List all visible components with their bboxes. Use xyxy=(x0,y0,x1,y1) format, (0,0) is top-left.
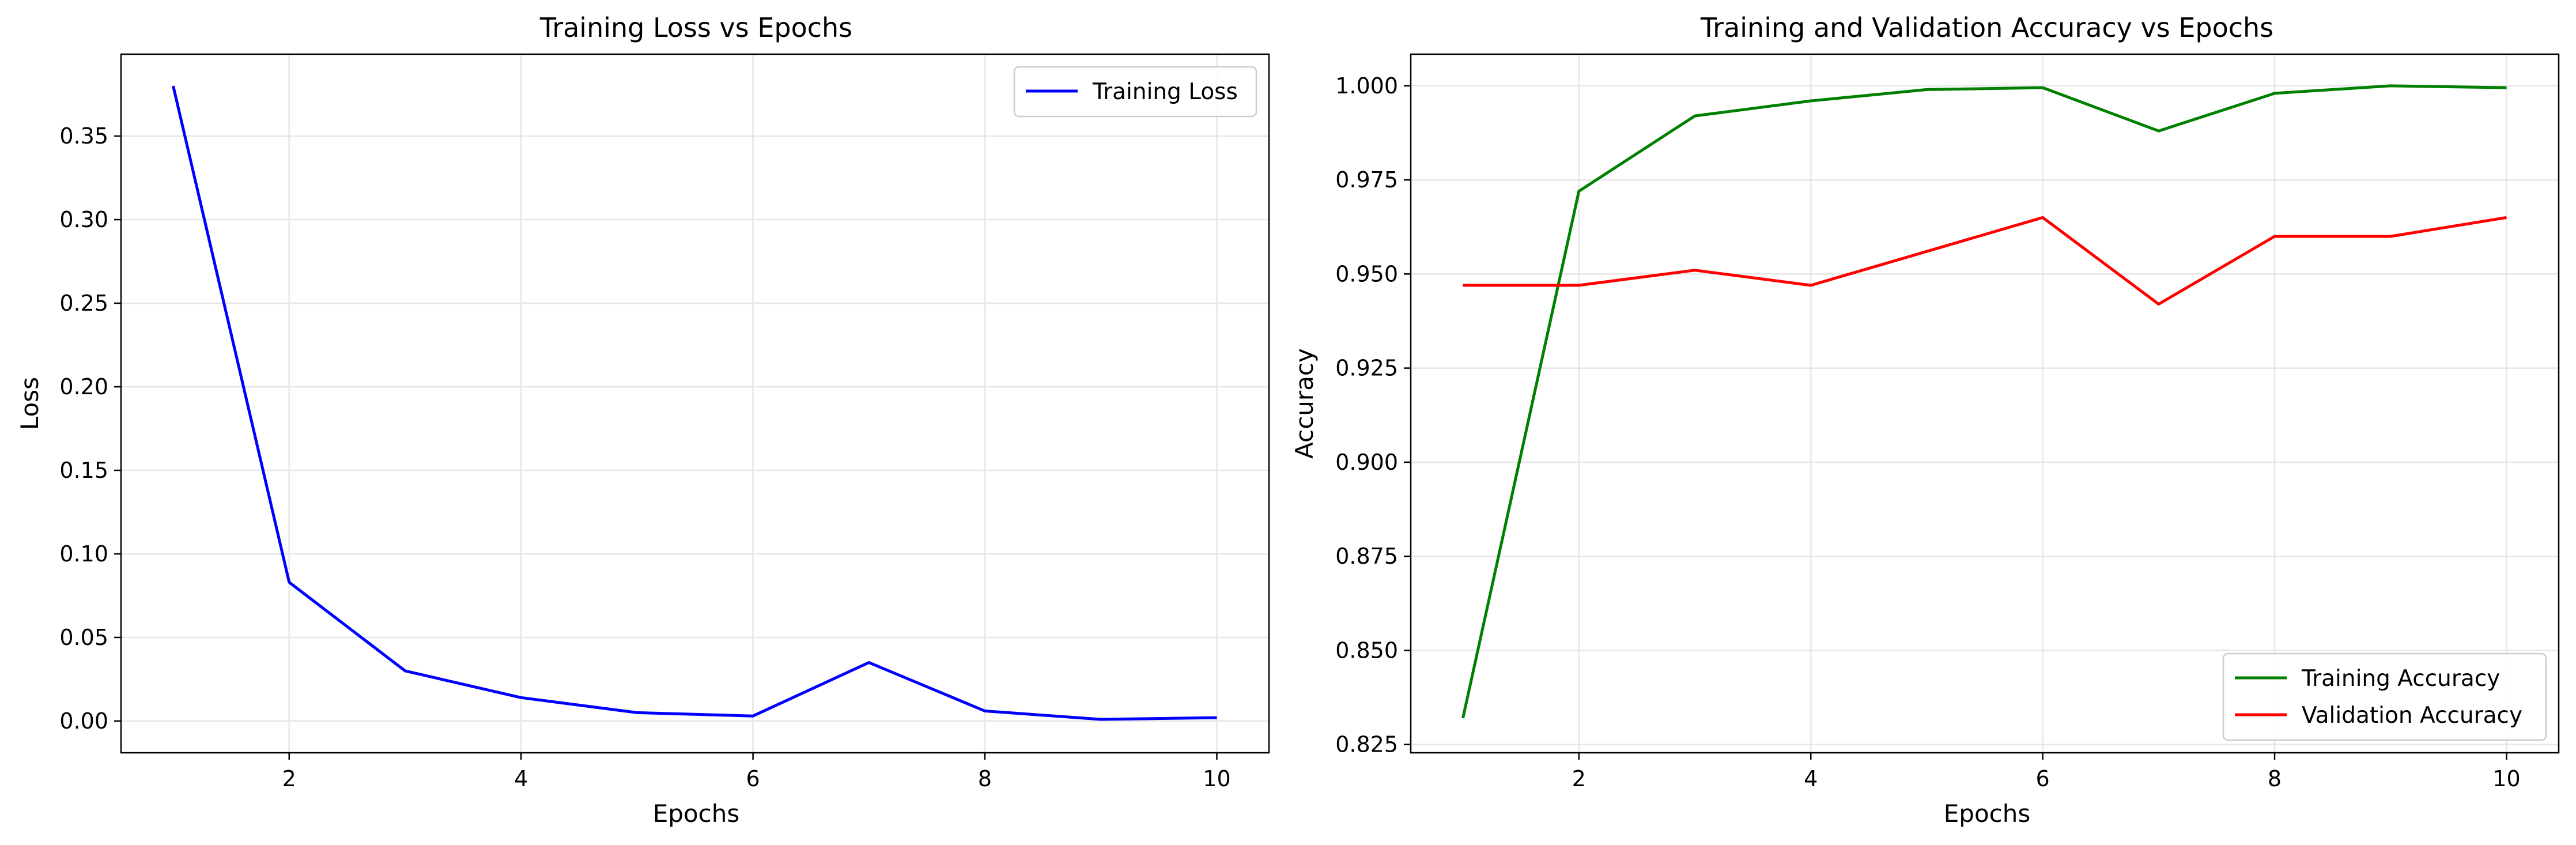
x-tick-label: 8 xyxy=(2268,766,2282,791)
plot-frame xyxy=(120,53,1270,754)
y-tick-label: 0.20 xyxy=(59,374,108,399)
chart-title: Training and Validation Accuracy vs Epoc… xyxy=(1700,12,2273,43)
y-tick-label: 0.15 xyxy=(59,458,108,483)
y-tick-label: 0.35 xyxy=(59,123,108,149)
y-tick-label: 0.25 xyxy=(59,291,108,316)
grid xyxy=(121,54,1269,753)
y-axis-label: Accuracy xyxy=(1290,348,1319,459)
x-tick-label: 4 xyxy=(1804,766,1818,791)
loss-chart: Training Loss vs Epochs Epochs Loss 2 4 6 8… xyxy=(16,12,1270,828)
y-tick-label: 0.875 xyxy=(1335,544,1398,569)
series-line xyxy=(1461,84,2507,719)
legend-label: Training Loss xyxy=(1092,79,1238,105)
x-tick-label: 6 xyxy=(746,766,760,791)
legend-label: Training Accuracy xyxy=(2301,666,2500,692)
x-tick-label: 6 xyxy=(2036,766,2050,791)
plot-frame xyxy=(1410,53,2560,754)
y-tick-label: 0.925 xyxy=(1335,356,1398,381)
y-tick-label: 0.975 xyxy=(1335,167,1398,193)
legend: Training Loss xyxy=(1013,66,1257,118)
y-tick-label: 0.900 xyxy=(1335,450,1398,475)
y-tick-label: 1.000 xyxy=(1335,73,1398,99)
y-tick-label: 0.00 xyxy=(59,708,108,734)
series-line xyxy=(172,85,1217,721)
x-tick-label: 10 xyxy=(2492,766,2520,791)
grid xyxy=(1411,54,2559,753)
y-tick-label: 0.825 xyxy=(1335,732,1398,757)
chart-title: Training Loss vs Epochs xyxy=(539,12,852,43)
legend: Training Accuracy Validation Accuracy xyxy=(2222,652,2547,741)
x-tick-label: 2 xyxy=(1572,766,1586,791)
series-line xyxy=(1463,216,2507,306)
y-tick-label: 0.850 xyxy=(1335,637,1398,663)
x-tick-label: 2 xyxy=(282,766,296,791)
legend-label: Validation Accuracy xyxy=(2302,703,2522,729)
y-tick-label: 0.05 xyxy=(59,625,108,650)
x-axis-label: Epochs xyxy=(1944,799,2031,828)
y-axis-label: Loss xyxy=(16,377,44,430)
x-tick-label: 10 xyxy=(1203,766,1230,791)
x-tick-label: 8 xyxy=(978,766,992,791)
y-tick-label: 0.10 xyxy=(59,541,108,567)
accuracy-chart: Training and Validation Accuracy vs Epoc… xyxy=(1290,12,2560,828)
x-axis-label: Epochs xyxy=(653,799,740,828)
y-tick-label: 0.30 xyxy=(59,207,108,232)
y-tick-label: 0.950 xyxy=(1335,261,1398,286)
legend-box xyxy=(2222,652,2547,741)
x-tick-label: 4 xyxy=(514,766,528,791)
legend-box xyxy=(1013,66,1257,118)
